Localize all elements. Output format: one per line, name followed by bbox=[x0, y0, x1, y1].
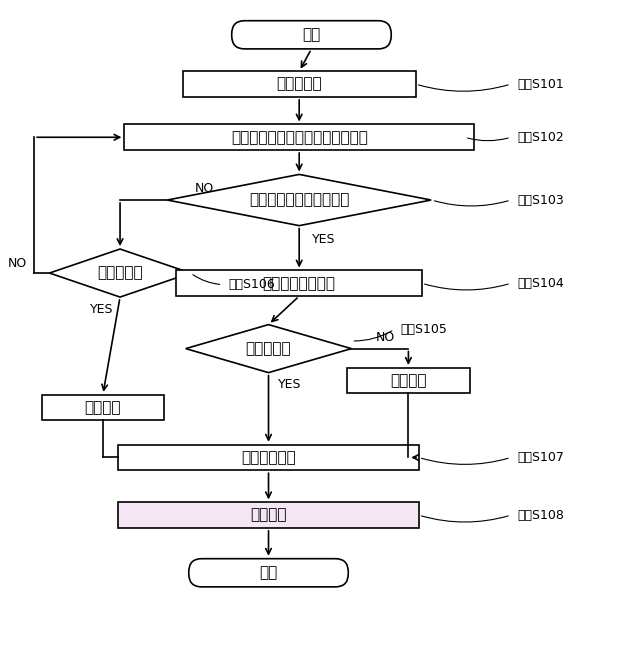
Text: 结束: 结束 bbox=[260, 565, 278, 580]
Text: 步骤S106: 步骤S106 bbox=[229, 278, 275, 291]
Text: 解析接收到的数据: 解析接收到的数据 bbox=[263, 276, 336, 291]
Text: 测试失败: 测试失败 bbox=[84, 400, 121, 415]
Text: 步骤S104: 步骤S104 bbox=[517, 276, 564, 290]
Text: 接收超时？: 接收超时？ bbox=[97, 266, 143, 280]
Polygon shape bbox=[186, 324, 351, 373]
Polygon shape bbox=[167, 174, 431, 225]
Text: YES: YES bbox=[278, 378, 302, 391]
Bar bbox=[347, 368, 469, 393]
Text: 步骤S101: 步骤S101 bbox=[517, 78, 564, 90]
Text: NO: NO bbox=[7, 257, 27, 270]
Text: YES: YES bbox=[312, 233, 335, 246]
Text: 上电初始化: 上电初始化 bbox=[276, 77, 322, 92]
Text: 测试失败: 测试失败 bbox=[390, 373, 427, 388]
Text: 步骤S105: 步骤S105 bbox=[401, 323, 447, 336]
Polygon shape bbox=[50, 249, 191, 297]
Text: NO: NO bbox=[194, 182, 214, 195]
Bar bbox=[124, 125, 474, 150]
Text: NO: NO bbox=[376, 331, 395, 344]
Text: 芯片下电: 芯片下电 bbox=[250, 508, 287, 523]
Bar bbox=[183, 71, 416, 97]
Text: 开始: 开始 bbox=[302, 27, 320, 42]
Text: 步骤S103: 步骤S103 bbox=[517, 194, 564, 207]
Bar bbox=[118, 503, 419, 528]
Text: 测试程序向配置程序发送配置指令: 测试程序向配置程序发送配置指令 bbox=[231, 130, 368, 145]
Bar bbox=[118, 444, 419, 470]
Text: YES: YES bbox=[90, 304, 114, 317]
Bar bbox=[42, 395, 164, 421]
Text: 步骤S107: 步骤S107 bbox=[517, 451, 564, 464]
Text: 正确配置？: 正确配置？ bbox=[246, 341, 291, 356]
Text: 配置程序返回操作结果？: 配置程序返回操作结果？ bbox=[249, 193, 350, 207]
Text: 步骤S108: 步骤S108 bbox=[517, 508, 564, 521]
Bar bbox=[176, 271, 422, 296]
Text: 运行测试向量: 运行测试向量 bbox=[241, 450, 296, 465]
FancyBboxPatch shape bbox=[232, 21, 391, 49]
Text: 步骤S102: 步骤S102 bbox=[517, 130, 564, 144]
FancyBboxPatch shape bbox=[189, 559, 348, 587]
